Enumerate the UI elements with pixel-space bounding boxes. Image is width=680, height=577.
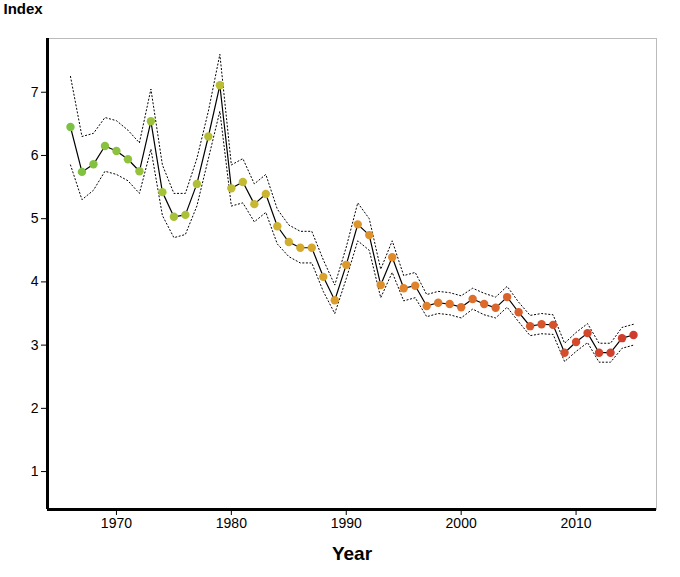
- svg-text:Index: Index: [4, 0, 44, 17]
- svg-text:1990: 1990: [331, 515, 362, 531]
- svg-text:7: 7: [31, 84, 39, 100]
- svg-text:1: 1: [31, 463, 39, 479]
- svg-text:1980: 1980: [216, 515, 247, 531]
- svg-text:1970: 1970: [101, 515, 132, 531]
- svg-text:5: 5: [31, 210, 39, 226]
- svg-text:6: 6: [31, 147, 39, 163]
- svg-text:2010: 2010: [560, 515, 591, 531]
- svg-text:4: 4: [31, 273, 39, 289]
- svg-text:2: 2: [31, 400, 39, 416]
- svg-text:3: 3: [31, 337, 39, 353]
- svg-text:2000: 2000: [446, 515, 477, 531]
- svg-text:Year: Year: [332, 543, 373, 564]
